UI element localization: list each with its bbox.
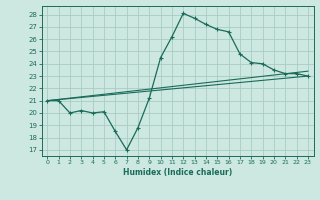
X-axis label: Humidex (Indice chaleur): Humidex (Indice chaleur)	[123, 168, 232, 177]
